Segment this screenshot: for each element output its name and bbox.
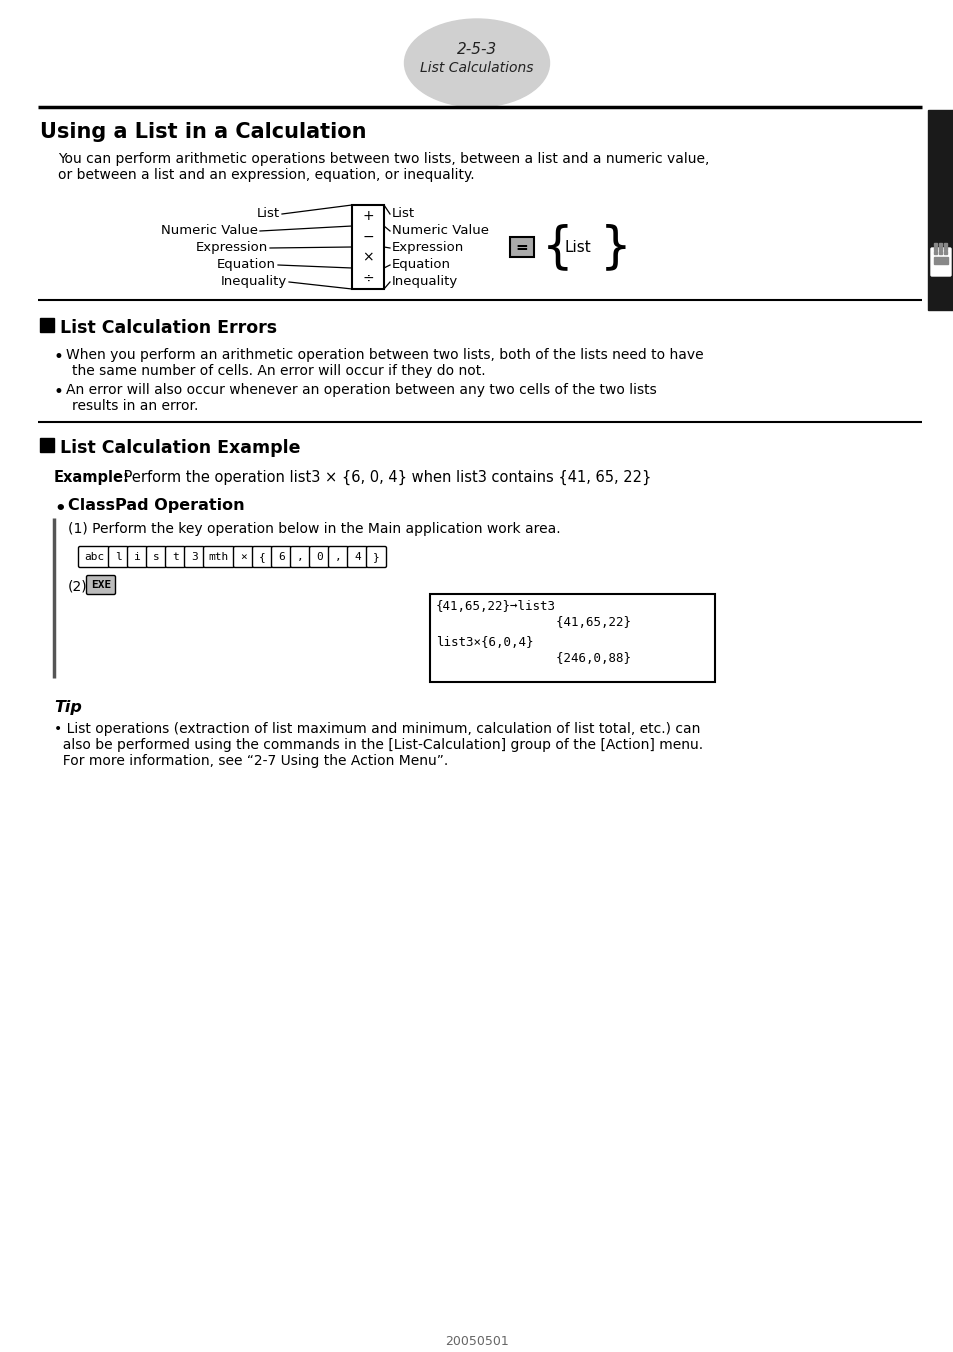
FancyBboxPatch shape <box>147 546 167 568</box>
Text: s: s <box>153 552 160 562</box>
FancyBboxPatch shape <box>291 546 310 568</box>
Bar <box>943 243 946 246</box>
Text: List Calculation Example: List Calculation Example <box>60 439 300 457</box>
Bar <box>40 438 54 452</box>
Bar <box>938 247 941 250</box>
Text: mth: mth <box>209 552 229 562</box>
Text: ×: × <box>240 552 247 562</box>
FancyBboxPatch shape <box>510 237 534 257</box>
Bar <box>943 251 946 254</box>
Text: Inequality: Inequality <box>392 274 457 288</box>
Text: • List operations (extraction of list maximum and minimum, calculation of list t: • List operations (extraction of list ma… <box>54 722 700 735</box>
Text: Expression: Expression <box>195 241 268 254</box>
FancyBboxPatch shape <box>930 247 950 276</box>
Text: Numeric Value: Numeric Value <box>161 224 257 237</box>
Text: Expression: Expression <box>392 241 464 254</box>
FancyBboxPatch shape <box>253 546 273 568</box>
Text: Tip: Tip <box>54 700 82 715</box>
Text: or between a list and an expression, equation, or inequality.: or between a list and an expression, equ… <box>58 168 475 183</box>
Text: You can perform arithmetic operations between two lists, between a list and a nu: You can perform arithmetic operations be… <box>58 151 709 166</box>
Ellipse shape <box>404 19 549 107</box>
Bar <box>933 243 936 246</box>
Bar <box>933 257 947 264</box>
FancyBboxPatch shape <box>328 546 348 568</box>
FancyBboxPatch shape <box>128 546 148 568</box>
Text: Example:: Example: <box>54 470 130 485</box>
Text: List: List <box>564 239 591 254</box>
Text: {41,65,22}➞list3: {41,65,22}➞list3 <box>436 600 556 612</box>
Text: list3×{6,0,4}: list3×{6,0,4} <box>436 635 533 649</box>
Text: •: • <box>54 383 64 402</box>
Text: List Calculation Errors: List Calculation Errors <box>60 319 276 337</box>
Bar <box>933 247 936 250</box>
Text: ÷: ÷ <box>362 272 374 285</box>
Text: l: l <box>115 552 122 562</box>
Text: Equation: Equation <box>392 258 451 270</box>
Text: Equation: Equation <box>216 258 275 270</box>
Text: {246,0,88}: {246,0,88} <box>436 652 630 665</box>
Text: {: { <box>541 223 573 270</box>
Bar <box>927 110 953 310</box>
Text: {: { <box>259 552 266 562</box>
Text: EXE: EXE <box>91 580 111 589</box>
Text: ×: × <box>362 250 374 265</box>
Text: •: • <box>54 347 64 366</box>
FancyBboxPatch shape <box>165 546 185 568</box>
Text: i: i <box>134 552 141 562</box>
FancyBboxPatch shape <box>109 546 129 568</box>
FancyBboxPatch shape <box>347 546 367 568</box>
Text: also be performed using the commands in the [List-Calculation] group of the [Act: also be performed using the commands in … <box>54 738 702 752</box>
Text: List: List <box>256 207 280 220</box>
Text: List Calculations: List Calculations <box>420 61 533 74</box>
Text: •: • <box>54 500 66 518</box>
Text: }: } <box>373 552 379 562</box>
Text: ClassPad Operation: ClassPad Operation <box>68 498 244 512</box>
Text: abc: abc <box>84 552 104 562</box>
Text: (1) Perform the key operation below in the Main application work area.: (1) Perform the key operation below in t… <box>68 522 560 535</box>
Text: Numeric Value: Numeric Value <box>392 224 489 237</box>
Text: the same number of cells. An error will occur if they do not.: the same number of cells. An error will … <box>71 364 485 379</box>
Text: t: t <box>172 552 178 562</box>
FancyBboxPatch shape <box>87 576 115 595</box>
Text: (2): (2) <box>68 580 88 594</box>
FancyBboxPatch shape <box>309 546 329 568</box>
FancyBboxPatch shape <box>233 546 253 568</box>
Text: An error will also occur whenever an operation between any two cells of the two : An error will also occur whenever an ope… <box>66 383 656 397</box>
Text: 6: 6 <box>278 552 285 562</box>
Bar <box>938 251 941 254</box>
Bar <box>40 318 54 333</box>
FancyBboxPatch shape <box>366 546 386 568</box>
Text: ,: , <box>296 552 304 562</box>
FancyBboxPatch shape <box>184 546 204 568</box>
Text: For more information, see “2-7 Using the Action Menu”.: For more information, see “2-7 Using the… <box>54 754 448 768</box>
Text: {41,65,22}: {41,65,22} <box>436 617 630 629</box>
Text: results in an error.: results in an error. <box>71 399 198 412</box>
FancyBboxPatch shape <box>272 546 292 568</box>
Text: 20050501: 20050501 <box>445 1334 508 1348</box>
Text: When you perform an arithmetic operation between two lists, both of the lists ne: When you perform an arithmetic operation… <box>66 347 703 362</box>
FancyBboxPatch shape <box>203 546 234 568</box>
Text: 0: 0 <box>315 552 322 562</box>
Text: −: − <box>362 230 374 243</box>
Text: Perform the operation list3 × {6, 0, 4} when list3 contains {41, 65, 22}: Perform the operation list3 × {6, 0, 4} … <box>119 470 651 485</box>
Bar <box>938 243 941 246</box>
Text: +: + <box>362 208 374 223</box>
Bar <box>430 594 714 681</box>
Text: 3: 3 <box>191 552 197 562</box>
Text: }: } <box>599 223 631 270</box>
FancyBboxPatch shape <box>78 546 110 568</box>
Text: ,: , <box>335 552 341 562</box>
Bar <box>933 251 936 254</box>
Text: 4: 4 <box>354 552 360 562</box>
Text: List: List <box>392 207 415 220</box>
Bar <box>352 206 384 289</box>
Text: Using a List in a Calculation: Using a List in a Calculation <box>40 122 366 142</box>
Text: 2-5-3: 2-5-3 <box>456 42 497 58</box>
Text: =: = <box>515 239 528 254</box>
Bar <box>943 247 946 250</box>
Text: Inequality: Inequality <box>220 274 287 288</box>
